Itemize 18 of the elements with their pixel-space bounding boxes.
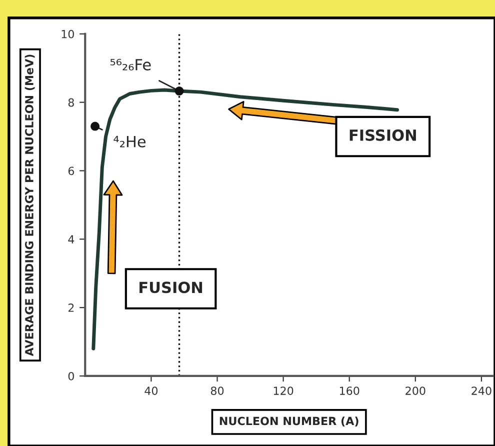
y-axis-title: AVERAGE BINDING ENERGY PER NUCLEON (MeV) [24, 54, 35, 356]
x-tick-label: 120 [274, 386, 294, 395]
y-tick-label: 0 [68, 372, 74, 380]
y-tick-label: 4 [68, 235, 74, 244]
y-tick-label: 8 [68, 98, 74, 107]
x-tick-label: 160 [340, 386, 360, 395]
x-tick-label: 80 [210, 386, 224, 395]
annotation: FISSION [350, 129, 416, 141]
x-tick-label: 40 [144, 386, 158, 395]
x-axis-title: NUCLEON NUMBER (A) [220, 416, 358, 426]
y-tick-label: 2 [68, 304, 74, 312]
annotation: ⁴₂He [114, 136, 146, 148]
annotation: FUSION [140, 282, 202, 294]
x-tick-label: 200 [406, 386, 426, 395]
x-tick-label: 240 [472, 386, 492, 395]
y-tick-label: 6 [68, 166, 74, 176]
annotation: ⁵⁶₂₆Fe [110, 58, 151, 70]
y-tick-label: 10 [62, 30, 74, 38]
